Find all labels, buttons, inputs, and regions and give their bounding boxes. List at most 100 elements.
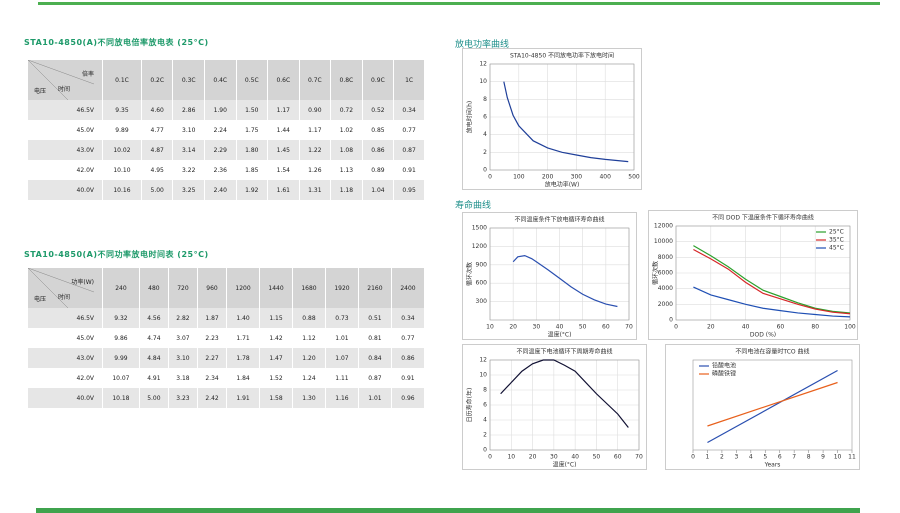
- table-row: 43.0V 9.99 4.84 3.10 2.27 1.78 1.47 1.20 1.07 0.8…: [28, 348, 426, 368]
- table-cell: 1.18: [330, 180, 363, 200]
- data-table: 倍率 电压 时间 0.1C 0.2C 0.3C 0.4C 0.5C 0.6C 0.7C 0.8C 0.…: [28, 60, 425, 200]
- table-cell: 1.16: [325, 388, 359, 408]
- table-cell: 1.91: [226, 388, 261, 408]
- table-cell: 1.02: [330, 120, 363, 140]
- x-axis-label: 温度(°C): [553, 461, 577, 469]
- table-title: STA10-4850(A)不同放电倍率放电表 (25°C): [24, 38, 209, 47]
- x-tick-label: 500: [628, 174, 640, 181]
- y-tick-label: 0: [483, 167, 487, 174]
- x-tick-label: 7: [792, 454, 796, 461]
- table-cell: 1.75: [236, 120, 269, 140]
- table-cell: 5.00: [141, 180, 174, 200]
- table-cell: 1.58: [259, 388, 293, 408]
- plot-area: [675, 225, 851, 321]
- table-cell: 1.47: [259, 348, 293, 368]
- table-cell: 1.26: [299, 160, 332, 180]
- column-header: 1200: [226, 268, 261, 308]
- table-cell: 3.10: [168, 348, 198, 368]
- table-cell: 10.18: [102, 388, 140, 408]
- x-tick-label: 0: [691, 454, 695, 461]
- table-cell: 2.27: [197, 348, 228, 368]
- line-series: [693, 245, 851, 314]
- x-axis-label: Years: [764, 462, 781, 469]
- column-header: 1680: [292, 268, 326, 308]
- row-label: 42.0V: [28, 368, 103, 388]
- bottom-rule: [36, 508, 860, 513]
- x-tick-label: 10: [834, 454, 842, 461]
- table-cell: 0.72: [330, 100, 363, 120]
- y-tick-label: 12000: [654, 223, 673, 230]
- table-cell: 10.02: [102, 140, 142, 160]
- table-cell: 4.91: [139, 368, 169, 388]
- row-label: 40.0V: [28, 388, 103, 408]
- chart: 不同电池在容量时TCO 曲线 0 1 2 3 4 5 6 7 8 9 10 11 Years 铅酸电池磷酸铁…: [665, 344, 860, 470]
- table-row: 46.5V 9.32 4.56 2.82 1.87 1.40 1.15 0.88 0.73 0.5…: [28, 308, 426, 328]
- row-label: 45.0V: [28, 120, 103, 140]
- table-cell: 5.00: [139, 388, 169, 408]
- x-tick-label: 60: [777, 324, 785, 331]
- x-tick-label: 2: [720, 454, 724, 461]
- x-tick-label: 4: [749, 454, 753, 461]
- plot-area: [489, 63, 635, 171]
- line-series: [512, 254, 618, 308]
- corner-top: 功率(W): [71, 279, 94, 286]
- y-tick-label: 4: [483, 417, 487, 424]
- table-cell: 1.01: [325, 328, 359, 348]
- table-cell: 1.84: [226, 368, 261, 388]
- table-cell: 2.86: [172, 100, 205, 120]
- column-header: 2400: [391, 268, 426, 308]
- row-label: 46.5V: [28, 100, 103, 120]
- table-cell: 3.22: [172, 160, 205, 180]
- x-tick-label: 80: [811, 324, 819, 331]
- plot-area: [692, 359, 853, 451]
- corner-lines: [28, 60, 94, 100]
- y-tick-label: 10: [479, 372, 487, 379]
- column-header: 0.4C: [204, 60, 237, 100]
- table-cell: 1.85: [236, 160, 269, 180]
- column-header: 1C: [393, 60, 425, 100]
- table-cell: 1.08: [330, 140, 363, 160]
- x-tick-label: 100: [844, 324, 856, 331]
- corner-left: 电压: [34, 88, 47, 95]
- x-axis-label: 放电功率(W): [545, 181, 580, 189]
- table-cell: 0.95: [393, 180, 425, 200]
- y-tick-label: 8: [483, 387, 487, 394]
- column-header: 1440: [259, 268, 293, 308]
- table-cell: 1.31: [299, 180, 332, 200]
- table-cell: 9.99: [102, 348, 140, 368]
- table-cell: 0.81: [358, 328, 392, 348]
- table-cell: 1.04: [362, 180, 395, 200]
- plot-area: [489, 359, 640, 451]
- x-tick-label: 20: [509, 324, 517, 331]
- table-cell: 0.84: [358, 348, 392, 368]
- x-tick-label: 0: [674, 324, 678, 331]
- column-header: 0.6C: [267, 60, 300, 100]
- table-cell: 1.17: [299, 120, 332, 140]
- table-cell: 10.07: [102, 368, 140, 388]
- column-header: 0.9C: [362, 60, 395, 100]
- column-header: 0.8C: [330, 60, 363, 100]
- y-tick-label: 1200: [472, 243, 487, 250]
- table-cell: 9.89: [102, 120, 142, 140]
- table-cell: 9.32: [102, 308, 140, 328]
- table-cell: 2.82: [168, 308, 198, 328]
- column-header: 0.3C: [172, 60, 205, 100]
- header-row: 倍率 电压 时间 0.1C 0.2C 0.3C 0.4C 0.5C 0.6C 0.7C 0.8C 0.…: [28, 60, 425, 100]
- table-cell: 0.73: [325, 308, 359, 328]
- table-cell: 10.10: [102, 160, 142, 180]
- corner-lines: [28, 268, 94, 308]
- table-cell: 1.45: [267, 140, 300, 160]
- legend-label: 35°C: [829, 237, 844, 244]
- table-cell: 1.87: [197, 308, 228, 328]
- table-cell: 1.07: [325, 348, 359, 368]
- table-cell: 3.10: [172, 120, 205, 140]
- line-series: [707, 381, 838, 427]
- table-cell: 1.20: [292, 348, 326, 368]
- table-cell: 3.18: [168, 368, 198, 388]
- y-tick-label: 0: [669, 317, 673, 324]
- table-cell: 1.11: [325, 368, 359, 388]
- table-cell: 1.61: [267, 180, 300, 200]
- x-tick-label: 20: [529, 454, 537, 461]
- column-header: 720: [168, 268, 198, 308]
- section-title: 放电功率曲线: [455, 40, 510, 50]
